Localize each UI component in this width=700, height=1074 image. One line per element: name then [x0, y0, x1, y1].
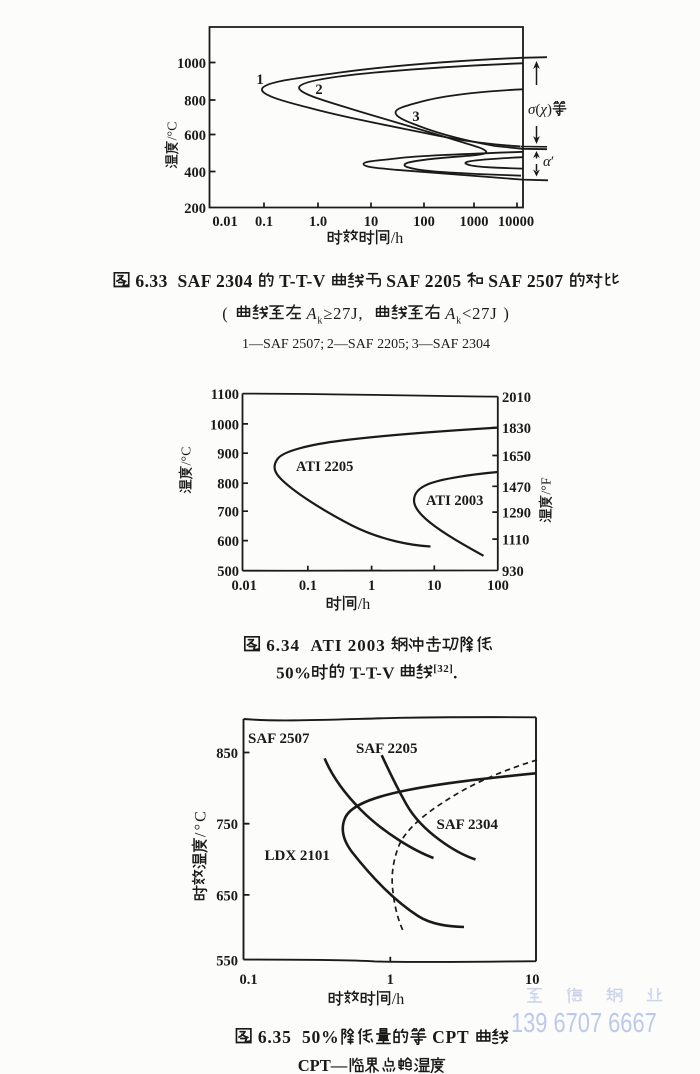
svg-text:400: 400: [184, 165, 206, 181]
svg-text:700: 700: [217, 505, 239, 521]
svg-text:1.0: 1.0: [309, 214, 327, 230]
svg-text:0.1: 0.1: [240, 972, 258, 988]
svg-text:1830: 1830: [502, 421, 531, 437]
svg-text:750: 750: [216, 817, 238, 833]
svg-text:10: 10: [364, 214, 379, 230]
svg-text:10: 10: [427, 578, 442, 594]
svg-text:500: 500: [217, 564, 239, 580]
svg-text:3: 3: [412, 109, 419, 125]
svg-text:2010: 2010: [502, 390, 531, 406]
svg-text:1110: 1110: [502, 533, 529, 549]
svg-text:0.01: 0.01: [232, 578, 257, 594]
svg-text:600: 600: [184, 128, 206, 144]
svg-text:650: 650: [216, 888, 238, 904]
svg-text:0.1: 0.1: [299, 578, 317, 594]
svg-text:1650: 1650: [502, 449, 531, 465]
svg-text:1470: 1470: [502, 480, 531, 496]
svg-text:100: 100: [413, 214, 435, 230]
svg-text:1000: 1000: [210, 417, 239, 433]
svg-text:800: 800: [184, 94, 206, 110]
svg-text:ATI 2205: ATI 2205: [296, 459, 353, 475]
svg-text:200: 200: [184, 201, 206, 217]
svg-text:850: 850: [216, 746, 238, 762]
svg-text:800: 800: [217, 477, 239, 493]
svg-text:550: 550: [216, 954, 238, 970]
svg-text:600: 600: [217, 534, 239, 550]
svg-text:1290: 1290: [502, 506, 531, 522]
svg-text:1000: 1000: [460, 214, 489, 230]
svg-text:930: 930: [502, 564, 524, 580]
svg-text:10: 10: [525, 972, 540, 988]
svg-text:1100: 1100: [211, 387, 239, 403]
svg-text:2: 2: [315, 82, 322, 98]
svg-text:ATI 2003: ATI 2003: [426, 493, 483, 509]
svg-text:0.1: 0.1: [255, 214, 273, 230]
svg-text:SAF 2205: SAF 2205: [356, 741, 418, 757]
svg-text:0.01: 0.01: [212, 214, 237, 230]
svg-text:1: 1: [256, 72, 263, 88]
svg-text:SAF 2304: SAF 2304: [437, 817, 499, 833]
svg-text:1: 1: [387, 972, 394, 988]
svg-text:SAF 2507: SAF 2507: [248, 731, 310, 747]
svg-text:1000: 1000: [177, 56, 206, 72]
svg-text:100: 100: [487, 578, 509, 594]
svg-text:10000: 10000: [498, 214, 534, 230]
svg-text:LDX 2101: LDX 2101: [265, 848, 330, 864]
svg-text:900: 900: [217, 447, 239, 463]
svg-text:1: 1: [368, 578, 375, 594]
